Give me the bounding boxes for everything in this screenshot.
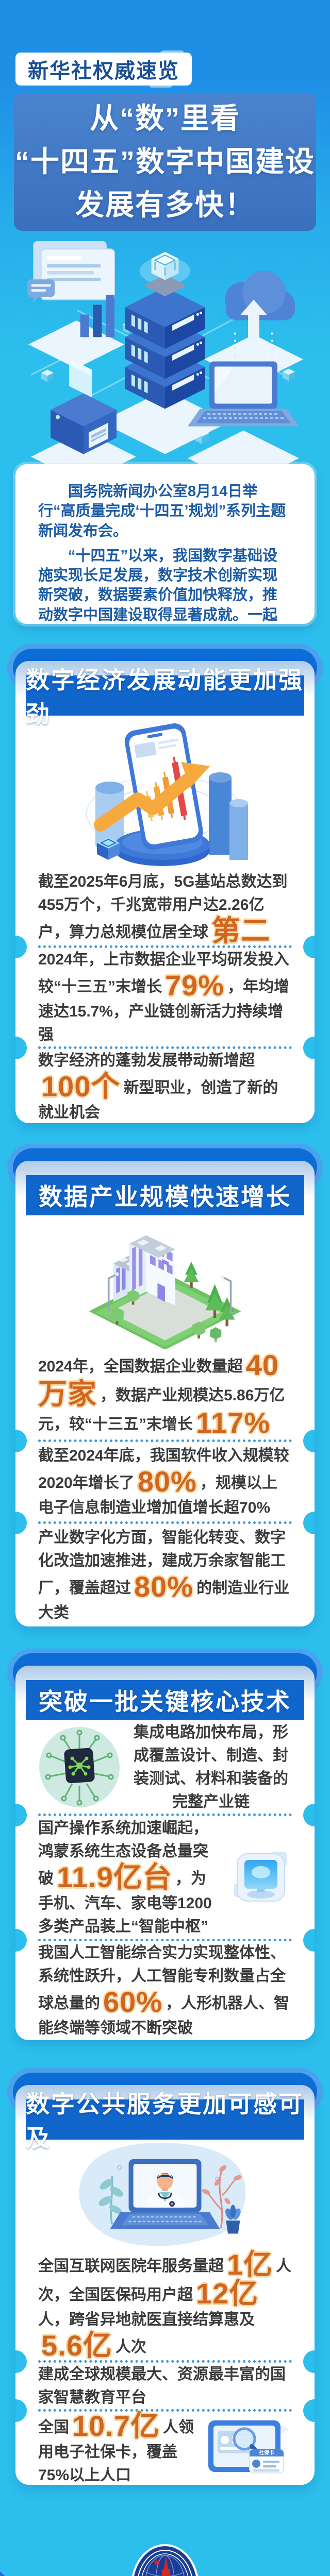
page-title: 从“数”里看 “十四五”数字中国建设 发展有多快！ bbox=[14, 93, 316, 231]
stat-text: ，规模以上电子信息制造业增加值增长超70% bbox=[38, 1475, 277, 1516]
intro-card: 国务院新闻办公室8月14日举行“高质量完成‘十四五’规划”系列主题新闻发布会。 … bbox=[15, 464, 315, 624]
stat-item: 产业数字化方面，智能化转变、数字化改造加速推进，建成万余家智能工厂，覆盖超过 80… bbox=[38, 1526, 292, 1624]
stat-item: 2024年，上市数据企业平均研发投入较“十三五”末增长 79% ，年均增速达15.7… bbox=[38, 948, 292, 1046]
stat-text: 产业数字化方面，智能化转变、数字化改造加速推进，建成万余家智能工厂，覆盖超过 bbox=[38, 1529, 286, 1597]
potted-plant-icon bbox=[225, 2205, 241, 2234]
stat-text: 全国 bbox=[38, 2419, 69, 2436]
section-title: 数据产业规模快速增长 bbox=[26, 1175, 304, 1215]
stat-number: 5.6亿 bbox=[41, 2329, 112, 2362]
stat-item: 截至2025年6月底，5G基站总数达到455万个，千兆宽带用户达2.26亿户，算… bbox=[38, 870, 292, 945]
stat-text: 人次 bbox=[115, 2338, 146, 2355]
dotted-divider bbox=[15, 936, 315, 958]
section-card: 数字公共服务更加可感可及 bbox=[15, 2085, 315, 2485]
intro-paragraph-2: “十四五”以来，我国数字基础设施实现长足发展，数字技术创新实现新突破，数据要素价… bbox=[38, 547, 278, 623]
stat-text: ，年均增速达15.7%，产业链创新活力持续增强 bbox=[38, 978, 290, 1043]
online-doctor-illustration bbox=[38, 2140, 292, 2250]
source-badge: 新华社权威速览 bbox=[15, 53, 192, 86]
stat-item: 数字经济的蓬勃发展带动新增超100个 新型职业，创造了新的就业机会 bbox=[38, 1049, 292, 1123]
stat-number: 79% bbox=[165, 969, 225, 1002]
stat-item: 2024年，全国数据企业数量超 40万家 ，数据产业规模达5.86万亿元，较“十三五… bbox=[38, 1351, 292, 1437]
section-title: 数字公共服务更加可感可及 bbox=[26, 2091, 304, 2151]
server-stack-icon bbox=[101, 251, 229, 454]
stat-text: 的制造业行业大类 bbox=[38, 1580, 290, 1621]
stat-text: ，数据产业规模达5.86万亿元，较“十三五”末增长 bbox=[38, 1387, 285, 1433]
stat-text: 国产操作系统加速崛起，鸿蒙系统生态设备总量突破 bbox=[38, 1819, 208, 1887]
data-cube-icon bbox=[139, 251, 191, 297]
stat-number: 40万家 bbox=[38, 1349, 279, 1410]
stat-text: 新型职业，创造了新的就业机会 bbox=[38, 1079, 278, 1121]
dotted-divider bbox=[15, 1804, 315, 1827]
leaf-icon bbox=[98, 2176, 124, 2225]
stat-number: 117% bbox=[196, 1406, 271, 1439]
dotted-divider bbox=[15, 1037, 315, 1059]
logo-monument bbox=[153, 2555, 171, 2576]
section-digital-economy: 数字经济发展动能更加强劲 bbox=[0, 644, 330, 1123]
tree-icon bbox=[184, 1261, 235, 1327]
dotted-divider bbox=[15, 2350, 315, 2373]
section-card: 数字经济发展动能更加强劲 bbox=[15, 661, 315, 1123]
stat-text: 2024年，上市数据企业平均研发投入较“十三五”末增长 bbox=[38, 951, 289, 995]
section-public-services: 数字公共服务更加可感可及 bbox=[0, 2068, 330, 2485]
dotted-divider bbox=[15, 1430, 315, 1452]
stat-text: 数字经济的蓬勃发展带动新增超 bbox=[38, 1052, 255, 1069]
stat-item: 国产操作系统加速崛起，鸿蒙系统生态设备总量突破 11.9亿台 ，为手机、汽车、家电等… bbox=[38, 1817, 221, 1938]
dotted-divider bbox=[15, 1512, 315, 1534]
dotted-divider bbox=[15, 2399, 315, 2422]
stat-number: 80% bbox=[134, 1570, 194, 1603]
stat-number: 1亿 bbox=[227, 2248, 273, 2281]
stat-number: 11.9亿台 bbox=[57, 1860, 172, 1893]
stat-item: 全国互联网医院年服务量超 1亿 人次，全国医保码用户超 12亿人，跨省异地就医直接结算… bbox=[38, 2250, 292, 2360]
dotted-divider bbox=[15, 1928, 315, 1952]
stat-number: 60% bbox=[103, 1986, 163, 2019]
stat-text: ，为手机、汽车、家电等1200多类产品装上“智能中枢” bbox=[38, 1870, 212, 1935]
stat-text: 全国互联网医院年服务量超 bbox=[38, 2258, 224, 2275]
section-data-industry: 数据产业规模快速增长 bbox=[0, 1144, 330, 1626]
intro-paragraph-1: 国务院新闻办公室8月14日举行“高质量完成‘十四五’规划”系列主题新闻发布会。 bbox=[38, 483, 286, 539]
coral-plant-icon bbox=[202, 2165, 242, 2228]
stat-number: 100个 bbox=[41, 1070, 121, 1103]
street-lamp-icon bbox=[107, 1272, 232, 1314]
stat-item: 截至2024年底，我国软件收入规模较2020年增长了 80% ，规模以上电子信息制造… bbox=[38, 1444, 292, 1519]
stat-item: 全国 10.7亿 人领用电子社保卡，覆盖75%以上人口 bbox=[38, 2412, 195, 2485]
section-title: 突破一批关键核心技术 bbox=[26, 1680, 304, 1720]
doctor-avatar bbox=[145, 2173, 185, 2208]
browser-chart-icon bbox=[27, 241, 125, 369]
bush-icon bbox=[110, 1290, 222, 1343]
section-card: 数据产业规模快速增长 bbox=[15, 1161, 315, 1626]
smart-screen-icon bbox=[234, 1851, 287, 1902]
stat-number: 第二 bbox=[211, 914, 270, 947]
stat-text: 截至2025年6月底，5G基站总数达到455万个，千兆宽带用户达2.26亿户，算… bbox=[38, 873, 288, 941]
laptop-icon bbox=[188, 361, 299, 464]
section-card: 突破一批关键核心技术 bbox=[15, 1666, 315, 2040]
card-label: 社保卡 bbox=[258, 2449, 274, 2456]
stat-text: ，人形机器人、智能终端等领域不断突破 bbox=[38, 1995, 290, 2037]
printer-icon bbox=[31, 358, 136, 464]
stat-number: 10.7亿 bbox=[72, 2410, 160, 2442]
stat-text: 集成电路加快布局，形成覆盖设计、制造、封装测试、材料和装备的完整产业链 bbox=[134, 1723, 288, 1810]
stat-text: 人次，全国医保码用户超 bbox=[38, 2258, 292, 2303]
stat-item: 集成电路加快布局，形成覆盖设计、制造、封装测试、材料和装备的完整产业链 bbox=[130, 1721, 292, 1814]
integrated-circuit-chip-icon bbox=[39, 1726, 120, 1807]
chip-cube-icon bbox=[97, 837, 120, 860]
stat-text: 2024年，全国数据企业数量超 bbox=[38, 1358, 243, 1375]
section-title: 数字经济发展动能更加强劲 bbox=[26, 667, 304, 727]
stat-text: 建成全球规模最大、资源最丰富的国家智慧教育平台 bbox=[38, 2366, 286, 2406]
xinhua-logo: XINHUA bbox=[132, 2544, 198, 2576]
stat-item: 建成全球规模最大、资源最丰富的国家智慧教育平台 bbox=[38, 2363, 292, 2409]
stat-item: 我国人工智能综合实力实现整体性、系统性跃升，人工智能专利数量占全球总量的 60%，… bbox=[38, 1941, 292, 2040]
stat-text: 截至2024年底，我国软件收入规模较2020年增长了 bbox=[38, 1447, 289, 1492]
stat-number: 12亿 bbox=[196, 2277, 259, 2310]
footer-wave: XINHUA bbox=[0, 2544, 198, 2576]
hero-servers-cloud-laptop-illustration bbox=[27, 241, 303, 464]
phone-growth-chart-illustration bbox=[38, 716, 292, 870]
stat-text: 我国人工智能综合实力实现整体性、系统性跃升，人工智能专利数量占全球总量的 bbox=[38, 1944, 286, 2012]
stat-number: 80% bbox=[137, 1465, 197, 1498]
social-security-card-icon: 社保卡 bbox=[208, 2420, 290, 2473]
stat-text: 人，跨省异地就医直接结算惠及 bbox=[38, 2311, 255, 2328]
doctor-laptop-icon bbox=[110, 2159, 220, 2229]
data-industry-building-illustration bbox=[38, 1217, 292, 1349]
section-core-technology: 突破一批关键核心技术 bbox=[0, 1649, 330, 2040]
stat-text: 人领用电子社保卡，覆盖75%以上人口 bbox=[38, 2419, 194, 2484]
